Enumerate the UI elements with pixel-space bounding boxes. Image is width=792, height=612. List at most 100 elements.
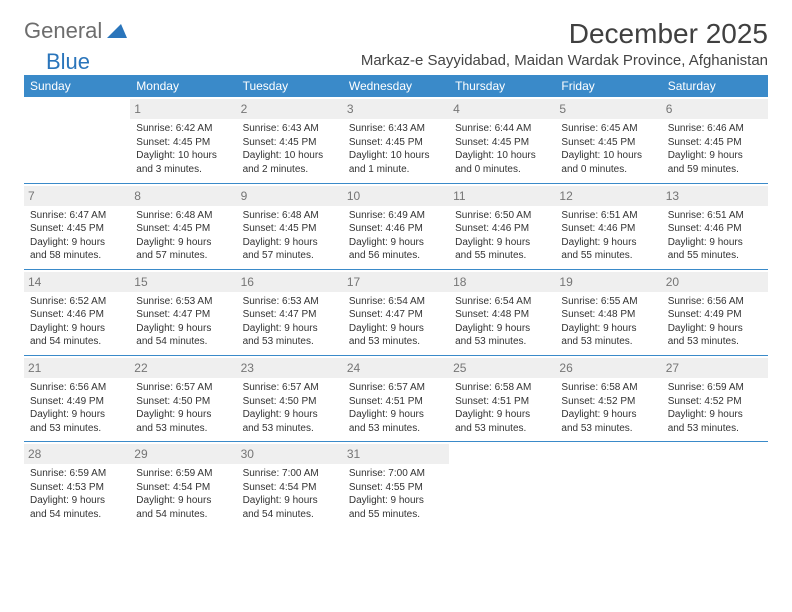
day-details: Sunrise: 6:57 AMSunset: 4:51 PMDaylight:… [349, 381, 443, 435]
day-number: 1 [130, 99, 236, 119]
daylight-text-1: Daylight: 9 hours [243, 494, 337, 508]
sunrise-text: Sunrise: 6:53 AM [136, 295, 230, 309]
day-details: Sunrise: 6:54 AMSunset: 4:48 PMDaylight:… [455, 295, 549, 349]
day-number: 21 [24, 358, 130, 378]
daylight-text-2: and 54 minutes. [136, 508, 230, 522]
daylight-text-1: Daylight: 9 hours [136, 322, 230, 336]
day-details: Sunrise: 6:56 AMSunset: 4:49 PMDaylight:… [30, 381, 124, 435]
calendar-cell: 9 Sunrise: 6:48 AMSunset: 4:45 PMDaylight… [237, 183, 343, 269]
sunset-text: Sunset: 4:54 PM [136, 481, 230, 495]
daylight-text-1: Daylight: 10 hours [349, 149, 443, 163]
day-number: 19 [555, 272, 661, 292]
daylight-text-1: Daylight: 9 hours [243, 322, 337, 336]
calendar-cell [24, 97, 130, 183]
daylight-text-1: Daylight: 9 hours [455, 236, 549, 250]
daylight-text-1: Daylight: 9 hours [455, 408, 549, 422]
calendar-cell [555, 442, 661, 528]
calendar-cell: 26Sunrise: 6:58 AMSunset: 4:52 PMDayligh… [555, 355, 661, 441]
calendar-cell: 24Sunrise: 6:57 AMSunset: 4:51 PMDayligh… [343, 355, 449, 441]
daylight-text-2: and 55 minutes. [349, 508, 443, 522]
calendar-cell: 20 Sunrise: 6:56 AMSunset: 4:49 PMDayligh… [662, 269, 768, 355]
daylight-text-2: and 54 minutes. [30, 508, 124, 522]
calendar-row: 14Sunrise: 6:52 AMSunset: 4:46 PMDayligh… [24, 269, 768, 355]
sunset-text: Sunset: 4:45 PM [136, 136, 230, 150]
weekday-header: Tuesday [237, 75, 343, 97]
calendar-body: 1 Sunrise: 6:42 AMSunset: 4:45 PMDaylight… [24, 97, 768, 528]
day-details: Sunrise: 6:48 AMSunset: 4:45 PMDaylight:… [136, 209, 230, 263]
calendar-row: 1 Sunrise: 6:42 AMSunset: 4:45 PMDaylight… [24, 97, 768, 183]
daylight-text-1: Daylight: 10 hours [561, 149, 655, 163]
daylight-text-1: Daylight: 10 hours [455, 149, 549, 163]
daylight-text-1: Daylight: 9 hours [349, 408, 443, 422]
day-details: Sunrise: 6:56 AMSunset: 4:49 PMDaylight:… [668, 295, 762, 349]
sunrise-text: Sunrise: 6:52 AM [30, 295, 124, 309]
page-title: December 2025 [569, 18, 768, 50]
day-details: Sunrise: 7:00 AMSunset: 4:54 PMDaylight:… [243, 467, 337, 521]
day-details: Sunrise: 6:52 AMSunset: 4:46 PMDaylight:… [30, 295, 124, 349]
sunset-text: Sunset: 4:45 PM [668, 136, 762, 150]
calendar-cell: 28Sunrise: 6:59 AMSunset: 4:53 PMDayligh… [24, 442, 130, 528]
weekday-header-row: Sunday Monday Tuesday Wednesday Thursday… [24, 75, 768, 97]
daylight-text-1: Daylight: 9 hours [668, 236, 762, 250]
calendar-cell: 3Sunrise: 6:43 AMSunset: 4:45 PMDaylight… [343, 97, 449, 183]
sunset-text: Sunset: 4:47 PM [243, 308, 337, 322]
daylight-text-1: Daylight: 9 hours [136, 494, 230, 508]
calendar-cell: 7Sunrise: 6:47 AMSunset: 4:45 PMDaylight… [24, 183, 130, 269]
calendar-cell: 11Sunrise: 6:50 AMSunset: 4:46 PMDayligh… [449, 183, 555, 269]
daylight-text-2: and 53 minutes. [561, 422, 655, 436]
sunset-text: Sunset: 4:46 PM [668, 222, 762, 236]
day-details: Sunrise: 6:42 AMSunset: 4:45 PMDaylight:… [136, 122, 230, 176]
sunset-text: Sunset: 4:50 PM [136, 395, 230, 409]
day-number: 7 [24, 186, 130, 206]
sunset-text: Sunset: 4:49 PM [668, 308, 762, 322]
weekday-header: Monday [130, 75, 236, 97]
daylight-text-1: Daylight: 9 hours [243, 408, 337, 422]
calendar-cell: 4Sunrise: 6:44 AMSunset: 4:45 PMDaylight… [449, 97, 555, 183]
calendar-row: 21 Sunrise: 6:56 AMSunset: 4:49 PMDayligh… [24, 355, 768, 441]
calendar-cell: 2Sunrise: 6:43 AMSunset: 4:45 PMDaylight… [237, 97, 343, 183]
daylight-text-1: Daylight: 9 hours [561, 322, 655, 336]
calendar-cell: 25Sunrise: 6:58 AMSunset: 4:51 PMDayligh… [449, 355, 555, 441]
daylight-text-2: and 53 minutes. [30, 422, 124, 436]
sunrise-text: Sunrise: 6:59 AM [136, 467, 230, 481]
day-number: 20 [662, 272, 768, 292]
day-details: Sunrise: 6:59 AMSunset: 4:54 PMDaylight:… [136, 467, 230, 521]
location-text: Markaz-e Sayyidabad, Maidan Wardak Provi… [361, 52, 768, 69]
sunrise-text: Sunrise: 6:45 AM [561, 122, 655, 136]
daylight-text-2: and 53 minutes. [668, 335, 762, 349]
day-number: 3 [343, 99, 449, 119]
daylight-text-1: Daylight: 9 hours [349, 236, 443, 250]
daylight-text-2: and 53 minutes. [349, 335, 443, 349]
sunrise-text: Sunrise: 6:58 AM [561, 381, 655, 395]
daylight-text-2: and 53 minutes. [455, 335, 549, 349]
day-number: 17 [343, 272, 449, 292]
day-number: 9 [237, 186, 343, 206]
daylight-text-2: and 57 minutes. [243, 249, 337, 263]
day-number: 5 [555, 99, 661, 119]
day-details: Sunrise: 6:49 AMSunset: 4:46 PMDaylight:… [349, 209, 443, 263]
sunrise-text: Sunrise: 6:48 AM [136, 209, 230, 223]
day-number: 13 [662, 186, 768, 206]
day-details: Sunrise: 6:59 AMSunset: 4:53 PMDaylight:… [30, 467, 124, 521]
sunrise-text: Sunrise: 6:56 AM [30, 381, 124, 395]
calendar-cell: 27Sunrise: 6:59 AMSunset: 4:52 PMDayligh… [662, 355, 768, 441]
calendar-cell: 15Sunrise: 6:53 AMSunset: 4:47 PMDayligh… [130, 269, 236, 355]
calendar-table: Sunday Monday Tuesday Wednesday Thursday… [24, 75, 768, 528]
daylight-text-1: Daylight: 10 hours [136, 149, 230, 163]
daylight-text-1: Daylight: 9 hours [136, 236, 230, 250]
day-details: Sunrise: 6:48 AMSunset: 4:45 PMDaylight:… [243, 209, 337, 263]
daylight-text-2: and 55 minutes. [668, 249, 762, 263]
daylight-text-2: and 55 minutes. [561, 249, 655, 263]
sunrise-text: Sunrise: 6:51 AM [668, 209, 762, 223]
daylight-text-2: and 53 minutes. [243, 335, 337, 349]
brand-part2: Blue [46, 49, 90, 75]
daylight-text-2: and 1 minute. [349, 163, 443, 177]
calendar-page: General December 2025 Blue Markaz-e Sayy… [0, 0, 792, 540]
day-details: Sunrise: 6:58 AMSunset: 4:52 PMDaylight:… [561, 381, 655, 435]
sunset-text: Sunset: 4:48 PM [561, 308, 655, 322]
calendar-cell: 6Sunrise: 6:46 AMSunset: 4:45 PMDaylight… [662, 97, 768, 183]
day-details: Sunrise: 6:58 AMSunset: 4:51 PMDaylight:… [455, 381, 549, 435]
daylight-text-2: and 53 minutes. [561, 335, 655, 349]
day-number: 12 [555, 186, 661, 206]
weekday-header: Saturday [662, 75, 768, 97]
